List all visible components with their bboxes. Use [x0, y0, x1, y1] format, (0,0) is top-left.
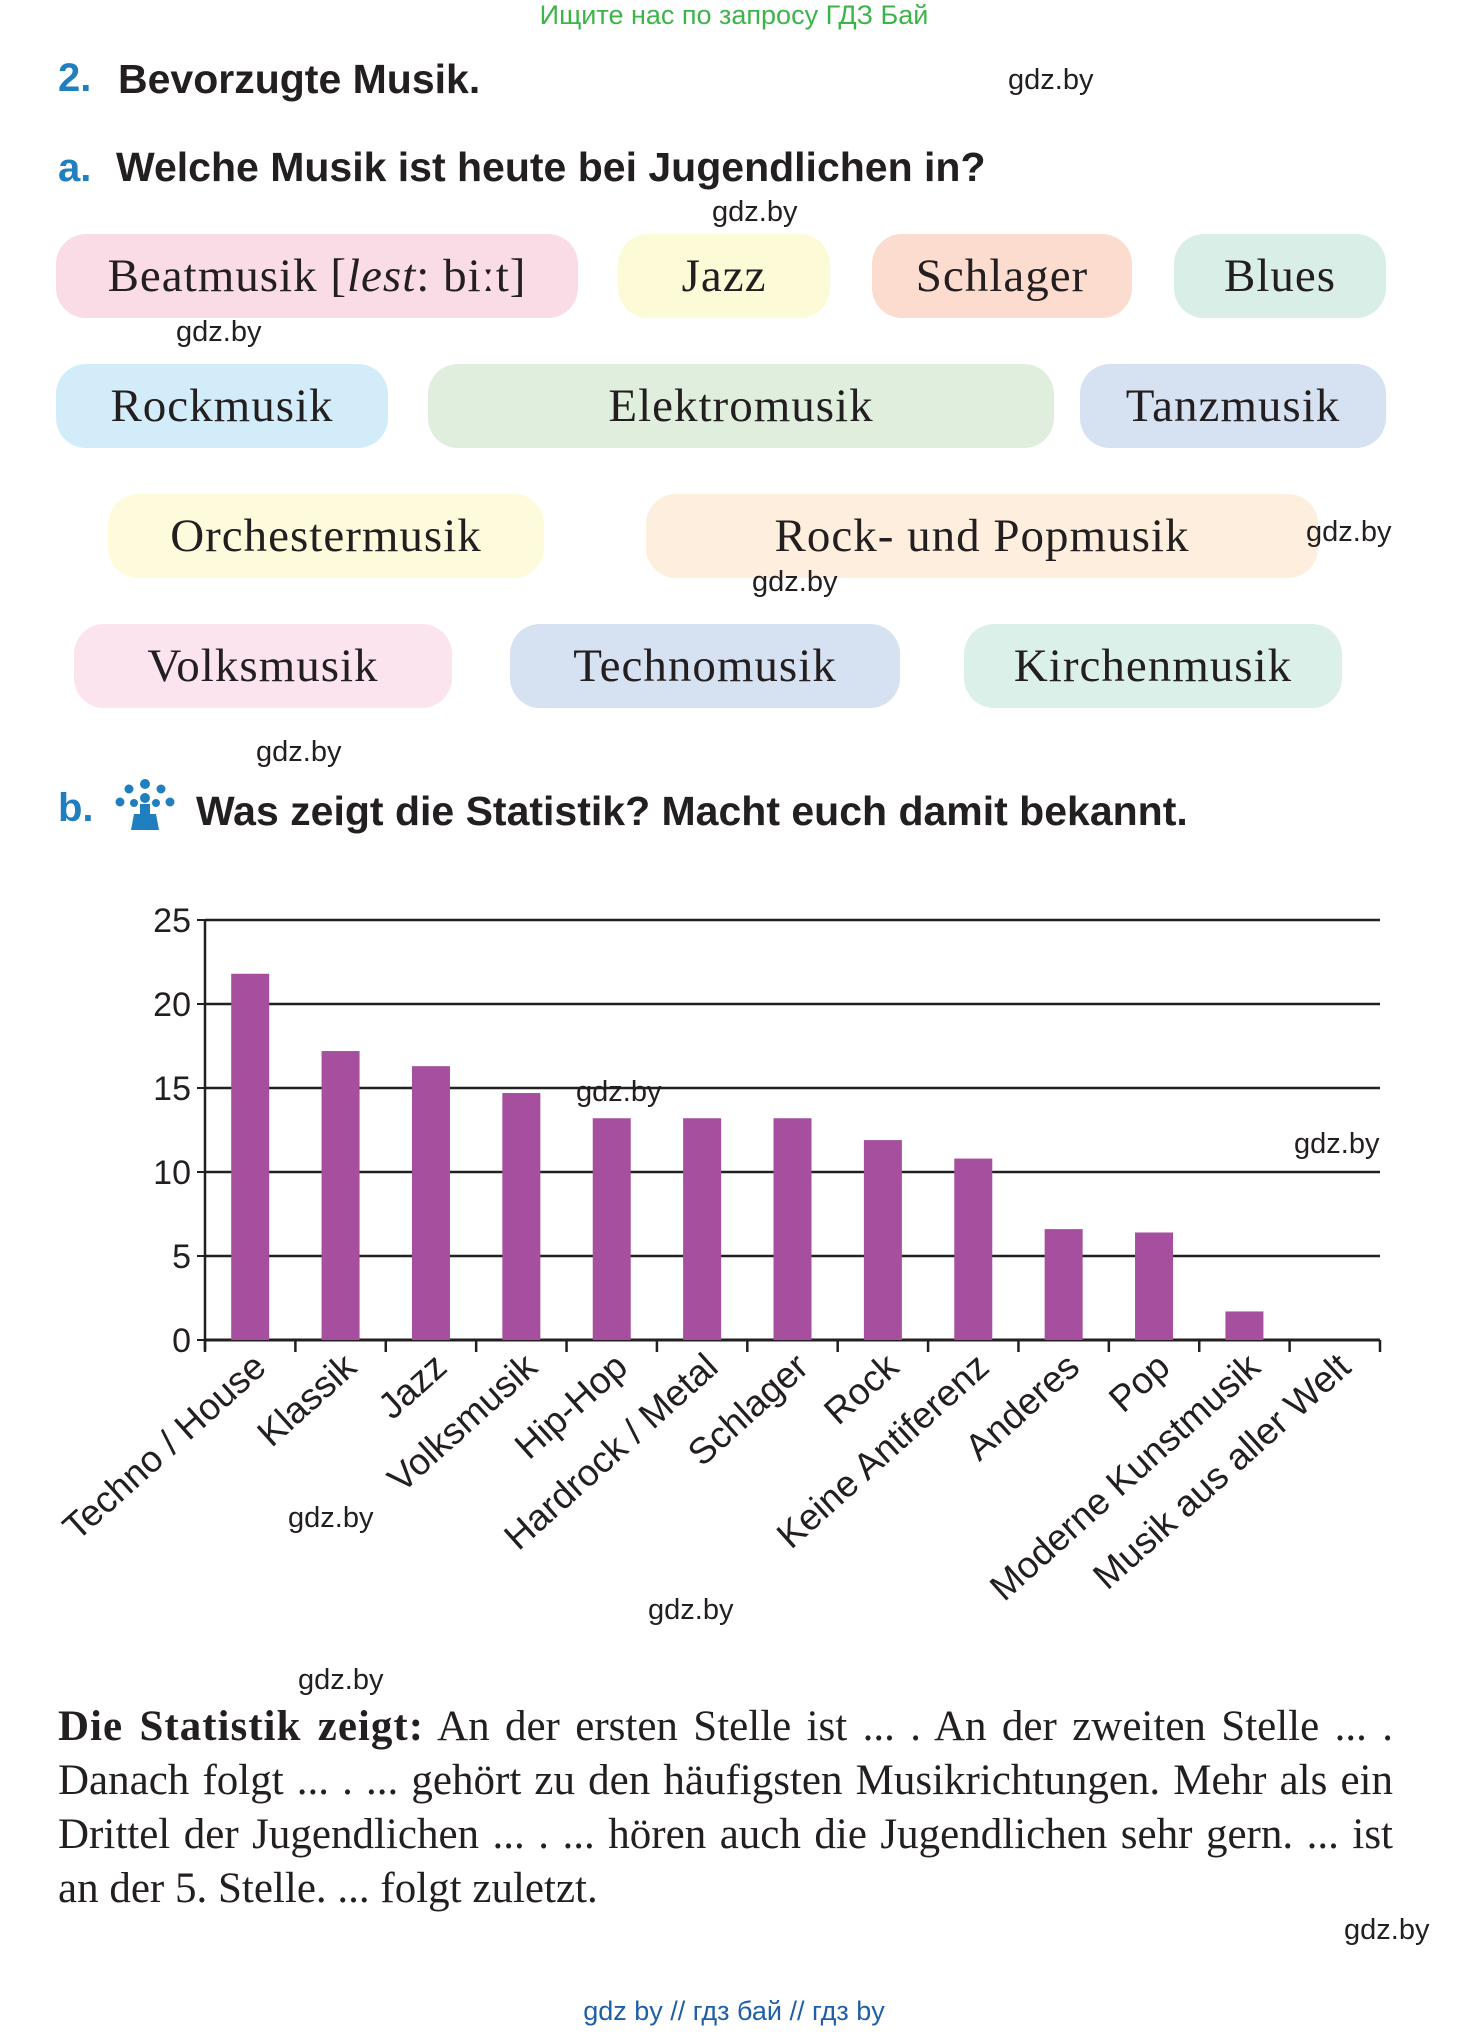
- genre-label: Kirchenmusik: [1013, 640, 1293, 692]
- x-tick-label: Pop: [1101, 1345, 1177, 1420]
- paragraph-body: An der ersten Stelle ist ... . An der zw…: [58, 1703, 1393, 1912]
- y-tick-label: 5: [172, 1238, 191, 1276]
- bar: [954, 1158, 993, 1340]
- watermark: gdz.by: [288, 1502, 374, 1534]
- genre-pill-elektromusik: Elektromusik: [428, 364, 1054, 448]
- section-title: Bevorzugte Musik.: [118, 56, 481, 102]
- genre-label: Blues: [1223, 250, 1337, 302]
- y-tick-label: 0: [172, 1322, 191, 1360]
- watermark: gdz.by: [176, 316, 262, 348]
- bar: [321, 1051, 360, 1340]
- bar: [592, 1118, 631, 1340]
- genre-pill-schlager: Schlager: [872, 234, 1132, 318]
- x-tick-label: Techno / House: [55, 1345, 274, 1548]
- genre-label: Jazz: [681, 250, 767, 302]
- y-tick-label: 10: [153, 1154, 191, 1192]
- genre-label: Rockmusik: [110, 380, 334, 432]
- part-b-letter: b.: [58, 786, 94, 830]
- watermark: gdz.by: [1294, 1128, 1380, 1160]
- bar: [1044, 1229, 1083, 1340]
- genre-pill-orchestermusik: Orchestermusik: [108, 494, 544, 578]
- bar: [773, 1118, 812, 1340]
- genre-label: Tanzmusik: [1125, 380, 1341, 432]
- paragraph-lead: Die Statistik zeigt:: [58, 1703, 425, 1750]
- genre-label-rest: : biːt]: [416, 250, 527, 302]
- genre-pill-jazz: Jazz: [618, 234, 830, 318]
- part-a-letter: a.: [58, 146, 92, 190]
- footer-links[interactable]: gdz by // гдз бай // гдз by: [583, 1996, 885, 2026]
- genre-label: Elektromusik: [608, 380, 874, 432]
- genre-pill-rockmusik: Rockmusik: [56, 364, 388, 448]
- genre-pill-beatmusik: Beatmusik [lest: biːt]: [56, 234, 578, 318]
- genre-pill-kirchenmusik: Kirchenmusik: [964, 624, 1342, 708]
- genre-pill-rock-und-popmusik: Rock- und Popmusik: [646, 494, 1318, 578]
- y-tick-label: 15: [153, 1070, 191, 1108]
- genre-pill-technomusik: Technomusik: [510, 624, 900, 708]
- genre-pill-tanzmusik: Tanzmusik: [1080, 364, 1386, 448]
- bar: [1135, 1232, 1174, 1340]
- genre-label-italic: lest: [347, 250, 417, 302]
- genre-label: Volksmusik: [147, 640, 379, 692]
- genre-label: Technomusik: [573, 640, 837, 692]
- bar: [683, 1118, 722, 1340]
- bar: [1225, 1311, 1264, 1340]
- genre-pill-blues: Blues: [1174, 234, 1386, 318]
- bar: [502, 1093, 541, 1340]
- y-tick-label: 25: [153, 902, 191, 940]
- bar: [411, 1066, 450, 1340]
- group-work-icon: [115, 779, 175, 830]
- watermark: gdz.by: [576, 1076, 662, 1108]
- watermark: gdz.by: [752, 566, 838, 598]
- fill-in-paragraph: Die Statistik zeigt: An der ersten Stell…: [58, 1700, 1393, 1916]
- genre-label: Schlager: [915, 250, 1089, 302]
- watermark: gdz.by: [1008, 64, 1094, 96]
- watermark: gdz.by: [1306, 516, 1392, 548]
- watermark: gdz.by: [648, 1594, 734, 1626]
- genre-label: Orchestermusik: [170, 510, 482, 562]
- watermark: gdz.by: [298, 1664, 384, 1696]
- genre-label: Beatmusik [: [107, 250, 347, 302]
- part-a-question: Welche Musik ist heute bei Jugendlichen …: [116, 144, 986, 190]
- watermark: gdz.by: [1344, 1914, 1430, 1946]
- top-banner[interactable]: Ищите нас по запросу ГДЗ Бай: [539, 0, 929, 30]
- bar: [231, 973, 270, 1340]
- section-number: 2.: [58, 56, 92, 100]
- bar: [863, 1140, 902, 1340]
- watermark: gdz.by: [712, 196, 798, 228]
- genre-pill-volksmusik: Volksmusik: [74, 624, 452, 708]
- x-tick-label: Klassik: [249, 1345, 364, 1454]
- y-tick-label: 20: [153, 986, 191, 1024]
- genre-label: Rock- und Popmusik: [774, 510, 1190, 562]
- part-b-question: Was zeigt die Statistik? Macht euch dami…: [196, 788, 1188, 834]
- watermark: gdz.by: [256, 736, 342, 768]
